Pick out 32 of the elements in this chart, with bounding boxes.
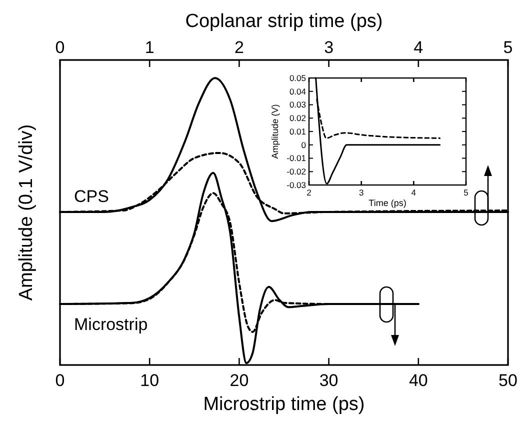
y-tick-label: 0: [301, 140, 306, 150]
x-tick-label: 5: [464, 188, 469, 198]
x2-tick-label: 2: [234, 38, 244, 57]
y-tick-label: 0.05: [289, 72, 306, 83]
y-axis-title: Amplitude (0.1 V/div): [16, 124, 37, 301]
x-tick-label: 50: [498, 371, 518, 390]
x-tick-label: 2: [306, 188, 312, 198]
y-tick-label: 0.01: [289, 126, 306, 136]
y-tick-label: 0.03: [289, 100, 306, 110]
x-tick-label: 0: [55, 371, 65, 390]
x2-tick-label: 0: [55, 38, 65, 57]
x2-tick-label: 3: [324, 38, 334, 57]
y-tick-label: -0.01: [286, 153, 306, 164]
x2-tick-label: 1: [144, 38, 154, 57]
x-tick-label: 40: [408, 371, 428, 390]
series-label: Microstrip: [74, 315, 148, 334]
y-tick-label: -0.03: [286, 180, 306, 190]
series-label: CPS: [74, 186, 109, 206]
x-tick-label: 20: [230, 371, 249, 390]
x2-axis-title: Coplanar strip time (ps): [185, 11, 383, 32]
x2-tick-label: 4: [414, 38, 424, 57]
x-tick-label: 10: [140, 371, 160, 390]
x-axis-title: Microstrip time (ps): [203, 394, 365, 415]
x-tick-label: 30: [319, 371, 338, 390]
y-axis-title: Amplitude (V): [270, 104, 280, 159]
x-tick-label: 4: [411, 188, 416, 198]
x-axis-title: Time (ps): [368, 198, 406, 208]
y-tick-label: 0.04: [289, 86, 306, 96]
y-tick-label: 0.02: [289, 113, 306, 124]
y-tick-label: -0.02: [286, 166, 306, 177]
x-tick-label: 3: [358, 188, 364, 198]
x2-tick-label: 5: [503, 38, 513, 57]
